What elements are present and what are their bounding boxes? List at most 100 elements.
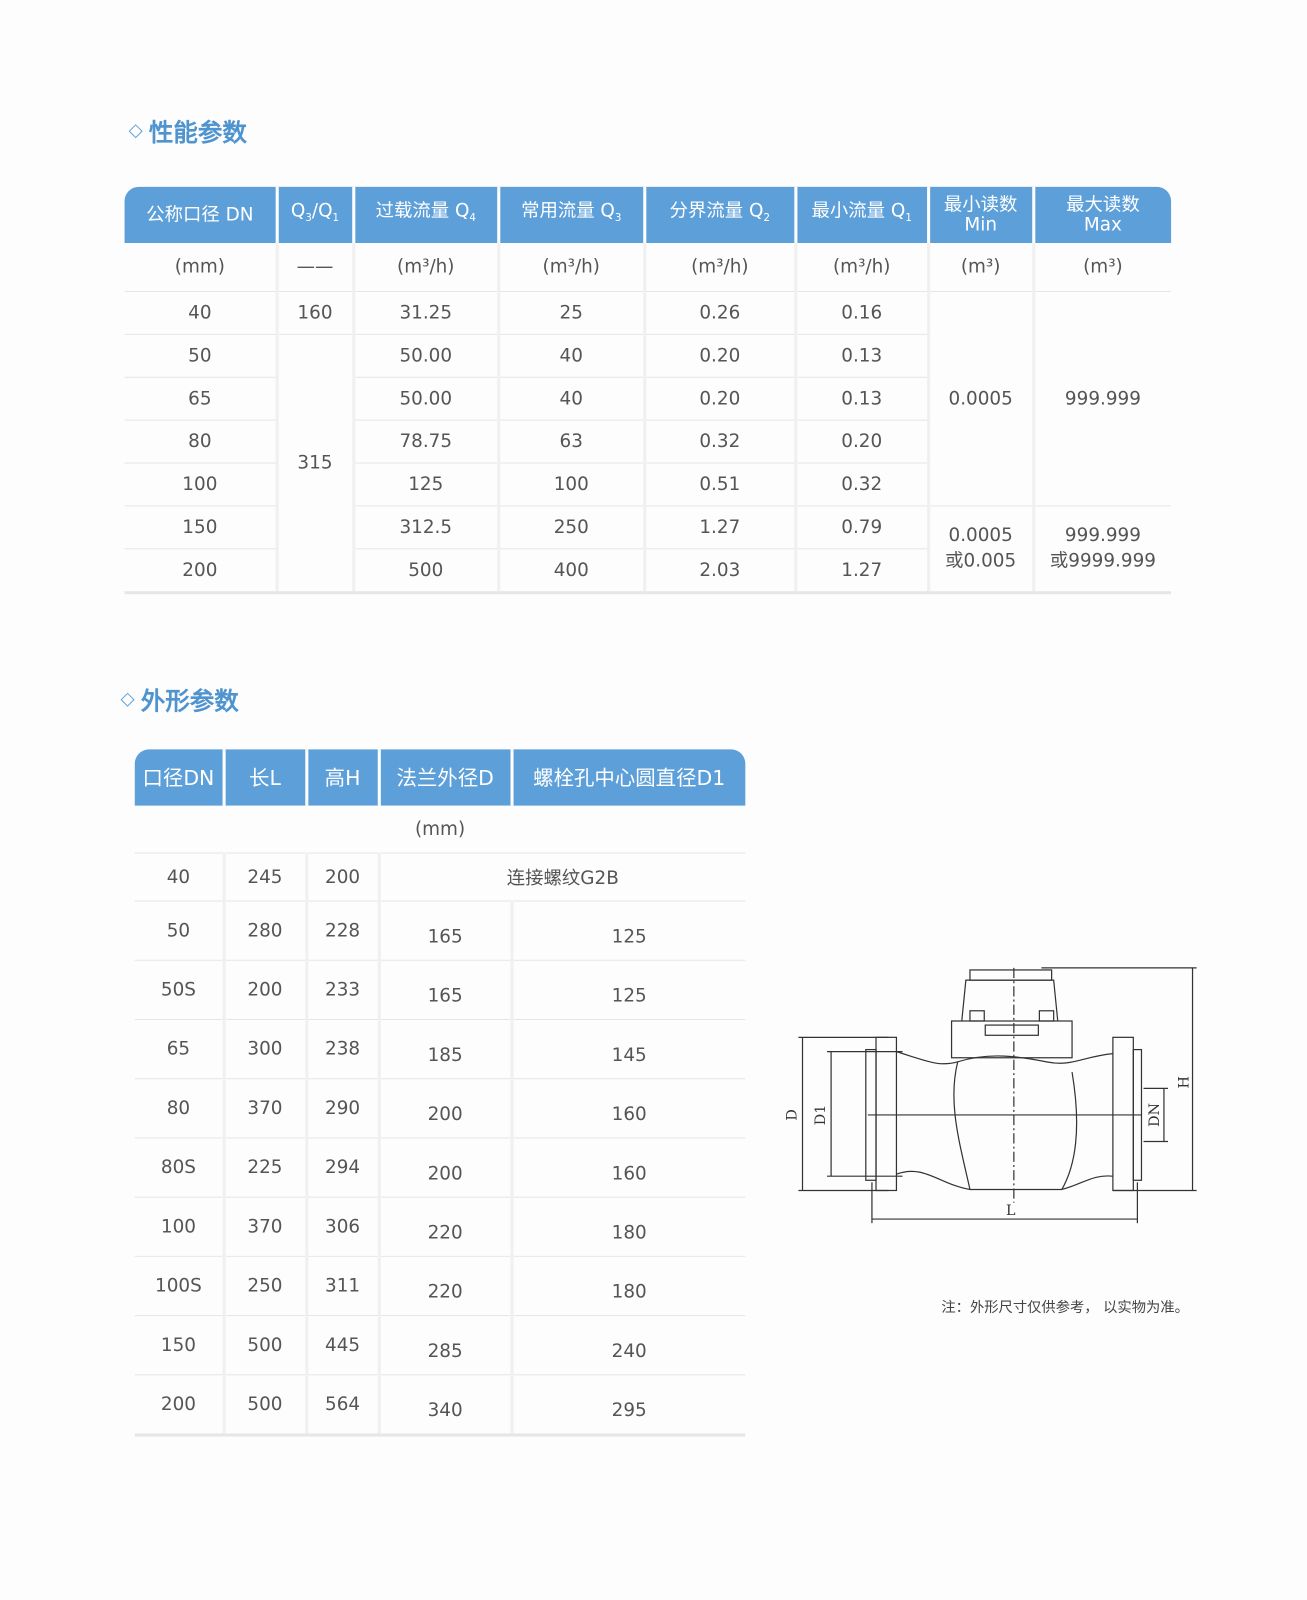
header-q4: 过载流量 Q4: [351, 186, 499, 243]
table-row: 50S 200 233 165 125: [134, 960, 746, 1020]
cell-dn: 150: [134, 1315, 224, 1376]
cell-d1: 160: [509, 1078, 746, 1139]
cell-q4: 50.00: [351, 377, 499, 421]
performance-table: 公称口径 DN Q3/Q1 过载流量 Q4 常用流量 Q3 分界流量 Q2 最小…: [124, 186, 1172, 595]
unit-cell: (mm): [124, 242, 277, 293]
water-meter-diagram: D D1 DN H L: [784, 967, 1197, 1224]
cell-d1: 180: [509, 1197, 746, 1257]
header-d1: 螺栓孔中心圆直径D1: [509, 749, 746, 806]
cell-d: 185: [377, 1019, 512, 1080]
cell-q4: 125: [351, 463, 499, 507]
cell-d1: 145: [509, 1019, 746, 1080]
cell-q3: 25: [496, 291, 645, 335]
cell-dn: 200: [124, 548, 277, 595]
cell-dn: 40: [124, 291, 277, 335]
unit-cell: (m³/h): [496, 242, 645, 293]
cell-h: 200: [304, 853, 379, 902]
diamond-icon: ◇: [128, 119, 143, 141]
cell-q2: 2.03: [642, 548, 796, 595]
right-flange: [1112, 1036, 1134, 1192]
unit-cell: (m³/h): [642, 242, 796, 293]
cell-l: 370: [222, 1197, 307, 1257]
header-q1: 最小流量 Q1: [793, 186, 929, 243]
header-row: 公称口径 DN Q3/Q1 过载流量 Q4 常用流量 Q3 分界流量 Q2 最小…: [124, 186, 1172, 243]
cell-d1: 295: [509, 1374, 746, 1437]
dimensions-table: 口径DN 长L 高H 法兰外径D 螺栓孔中心圆直径D1 (mm) 40 245 …: [134, 749, 746, 1437]
unit-row: (mm): [134, 805, 746, 854]
diamond-icon: ◇: [120, 688, 135, 710]
cell-dn: 80S: [134, 1137, 224, 1198]
label-l: L: [1006, 1203, 1016, 1219]
performance-section-title: ◇ 性能参数: [129, 112, 247, 148]
cell-q1: 0.79: [793, 505, 929, 550]
table-row: 50 280 228 165 125: [134, 901, 746, 961]
cell-dn: 65: [124, 377, 277, 421]
cell-d1: 125: [509, 960, 746, 1020]
header-dn: 口径DN: [134, 749, 224, 806]
cell-dn: 200: [134, 1374, 224, 1437]
cell-q1: 0.13: [793, 377, 929, 421]
cell-ratio: 315: [275, 334, 354, 595]
cell-q4: 312.5: [351, 505, 499, 550]
cell-dn: 40: [134, 853, 224, 902]
header-l: 长L: [222, 749, 307, 806]
cell-q4: 500: [351, 548, 499, 595]
cell-max-large: 999.999 或9999.999: [1031, 505, 1172, 595]
cell-ratio: 160: [275, 291, 354, 335]
cell-l: 370: [222, 1078, 307, 1139]
cell-q4: 50.00: [351, 334, 499, 378]
cell-h: 228: [304, 901, 379, 961]
cell-d: 165: [377, 901, 512, 961]
cell-q3: 63: [496, 420, 645, 464]
label-dn: DN: [1147, 1103, 1163, 1127]
dimension-note: 注：外形尺寸仅供参考， 以实物为准。: [941, 1299, 1189, 1317]
cell-d: 200: [377, 1078, 512, 1139]
cell-dn: 50: [124, 334, 277, 378]
cell-q3: 40: [496, 377, 645, 421]
header-max: 最大读数 Max: [1031, 186, 1172, 243]
cell-h: 564: [304, 1374, 379, 1437]
cell-d: 220: [377, 1256, 512, 1317]
cell-l: 250: [222, 1256, 307, 1317]
cell-h: 290: [304, 1078, 379, 1139]
cell-q2: 0.32: [642, 420, 796, 464]
cell-d: 220: [377, 1197, 512, 1257]
cell-dn: 100: [124, 463, 277, 507]
cell-q2: 0.26: [642, 291, 796, 335]
cell-l: 500: [222, 1374, 307, 1437]
cell-dn: 80: [124, 420, 277, 464]
header-ratio: Q3/Q1: [275, 186, 354, 243]
cell-dn: 65: [134, 1019, 224, 1080]
cell-d1: 160: [509, 1137, 746, 1198]
cell-max: 999.999: [1031, 291, 1172, 507]
cell-q4: 78.75: [351, 420, 499, 464]
cell-q1: 0.20: [793, 420, 929, 464]
unit-cell: (m³): [1031, 242, 1172, 293]
cell-d1: 180: [509, 1256, 746, 1317]
table-row: 50 315 50.00 40 0.20 0.13: [124, 334, 1172, 595]
table-row: 80 78.75 63 0.32 0.20: [124, 420, 1172, 464]
cell-q1: 0.13: [793, 334, 929, 378]
unit-cell: (m³): [926, 242, 1034, 293]
cell-d1: 125: [509, 901, 746, 961]
table-row: 40 245 200 连接螺纹G2B: [134, 853, 746, 902]
cell-q1: 1.27: [793, 548, 929, 595]
left-flange: [875, 1036, 898, 1192]
table-row: 80S 225 294 200 160: [134, 1137, 746, 1198]
unit-cell: (m³/h): [793, 242, 929, 293]
cell-q2: 1.27: [642, 505, 796, 550]
cell-dn: 50S: [134, 960, 224, 1020]
label-d1: D1: [813, 1105, 829, 1126]
table-row: 100S 250 311 220 180: [134, 1256, 746, 1317]
cell-dn: 150: [124, 505, 277, 550]
cell-q3: 100: [496, 463, 645, 507]
cell-h: 294: [304, 1137, 379, 1198]
dimensions-section-title: ◇ 外形参数: [120, 681, 238, 717]
cell-q1: 0.32: [793, 463, 929, 507]
cell-dn: 50: [134, 901, 224, 961]
unit-cell: (mm): [134, 805, 746, 854]
cell-dn: 80: [134, 1078, 224, 1139]
cell-q2: 0.20: [642, 377, 796, 421]
cell-q2: 0.20: [642, 334, 796, 378]
label-h: H: [1176, 1076, 1192, 1088]
